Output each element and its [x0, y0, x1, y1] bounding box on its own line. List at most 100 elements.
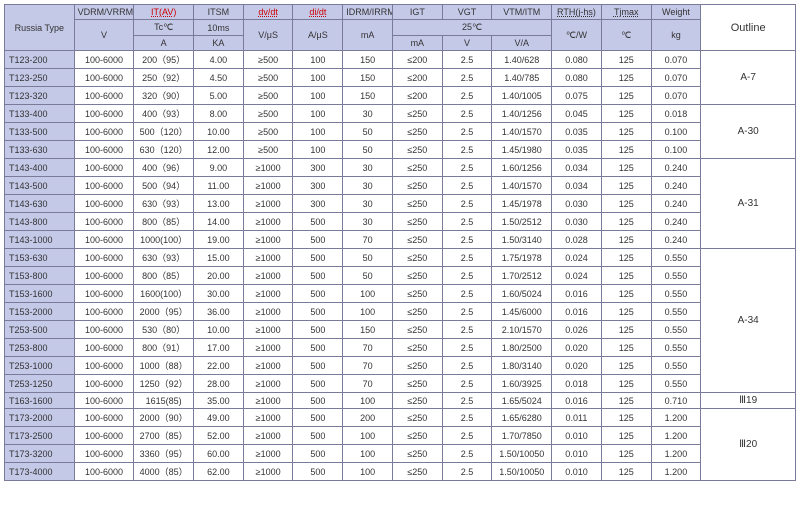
cell-vtm: 1.45/1978 — [492, 195, 552, 213]
hdr-it: IT(AV) — [134, 5, 194, 20]
cell-vtm: 2.10/1570 — [492, 321, 552, 339]
cell-wt: 0.710 — [651, 393, 701, 409]
cell-igt: ≤250 — [392, 357, 442, 375]
cell-tj: 125 — [601, 69, 651, 87]
cell-wt: 0.070 — [651, 51, 701, 69]
cell-tj: 125 — [601, 321, 651, 339]
cell-di: 300 — [293, 195, 343, 213]
cell-wt: 0.550 — [651, 375, 701, 393]
cell-vtm: 1.45/1980 — [492, 141, 552, 159]
cell-v: 100-6000 — [74, 177, 134, 195]
cell-di: 500 — [293, 463, 343, 481]
cell-idrm: 30 — [343, 105, 393, 123]
cell-idrm: 30 — [343, 159, 393, 177]
cell-type: T133-630 — [5, 141, 75, 159]
cell-vgt: 2.5 — [442, 445, 492, 463]
cell-it: 1615(85) — [134, 393, 194, 409]
cell-type: T253-800 — [5, 339, 75, 357]
cell-di: 100 — [293, 123, 343, 141]
cell-di: 100 — [293, 141, 343, 159]
cell-v: 100-6000 — [74, 339, 134, 357]
cell-wt: 0.550 — [651, 357, 701, 375]
cell-wt: 0.100 — [651, 141, 701, 159]
cell-dv: ≥1000 — [243, 321, 293, 339]
cell-vtm: 1.50/3140 — [492, 231, 552, 249]
cell-itsm: 60.00 — [194, 445, 244, 463]
cell-type: T143-500 — [5, 177, 75, 195]
cell-di: 500 — [293, 285, 343, 303]
cell-tj: 125 — [601, 393, 651, 409]
outline-cell: Ⅲ20 — [701, 409, 796, 481]
cell-wt: 0.240 — [651, 213, 701, 231]
table-row: T173-2500100-60002700（85）52.00≥100050010… — [5, 427, 796, 445]
cell-vtm: 1.40/1570 — [492, 177, 552, 195]
cell-vtm: 1.45/6000 — [492, 303, 552, 321]
cell-it: 1000(100） — [134, 231, 194, 249]
cell-di: 500 — [293, 267, 343, 285]
cell-v: 100-6000 — [74, 445, 134, 463]
cell-v: 100-6000 — [74, 231, 134, 249]
cell-v: 100-6000 — [74, 69, 134, 87]
cell-dv: ≥1000 — [243, 285, 293, 303]
cell-idrm: 100 — [343, 445, 393, 463]
cell-itsm: 14.00 — [194, 213, 244, 231]
cell-it: 400（93） — [134, 105, 194, 123]
cell-itsm: 15.00 — [194, 249, 244, 267]
cell-di: 500 — [293, 357, 343, 375]
hdr-vtm: VTM/ITM — [492, 5, 552, 20]
cell-wt: 0.550 — [651, 285, 701, 303]
cell-rth: 0.018 — [552, 375, 602, 393]
cell-tj: 125 — [601, 231, 651, 249]
cell-type: T253-1250 — [5, 375, 75, 393]
cell-vtm: 1.60/1256 — [492, 159, 552, 177]
cell-vtm: 1.60/3925 — [492, 375, 552, 393]
cell-tj: 125 — [601, 339, 651, 357]
cell-vgt: 2.5 — [442, 231, 492, 249]
outline-cell: Ⅲ19 — [701, 393, 796, 409]
cell-rth: 0.010 — [552, 445, 602, 463]
hdr-vtm-unit: V/A — [492, 36, 552, 51]
cell-dv: ≥1000 — [243, 375, 293, 393]
hdr-rth-unit: ℃/W — [552, 20, 602, 51]
cell-di: 300 — [293, 177, 343, 195]
cell-type: T253-1000 — [5, 357, 75, 375]
cell-wt: 1.200 — [651, 409, 701, 427]
cell-tj: 125 — [601, 159, 651, 177]
cell-igt: ≤250 — [392, 303, 442, 321]
cell-itsm: 49.00 — [194, 409, 244, 427]
cell-v: 100-6000 — [74, 141, 134, 159]
cell-itsm: 52.00 — [194, 427, 244, 445]
cell-igt: ≤250 — [392, 445, 442, 463]
cell-type: T123-200 — [5, 51, 75, 69]
cell-di: 500 — [293, 393, 343, 409]
cell-vgt: 2.5 — [442, 159, 492, 177]
outline-cell: A-7 — [701, 51, 796, 105]
cell-tj: 125 — [601, 51, 651, 69]
table-row: T153-800100-6000800（85）20.00≥100050050≤2… — [5, 267, 796, 285]
cell-igt: ≤250 — [392, 393, 442, 409]
table-row: T153-2000100-60002000（95）36.00≥100050010… — [5, 303, 796, 321]
cell-vtm: 1.80/3140 — [492, 357, 552, 375]
cell-tj: 125 — [601, 285, 651, 303]
cell-rth: 0.080 — [552, 69, 602, 87]
cell-vtm: 1.60/5024 — [492, 285, 552, 303]
cell-vgt: 2.5 — [442, 427, 492, 445]
cell-vtm: 1.40/785 — [492, 69, 552, 87]
cell-di: 100 — [293, 69, 343, 87]
cell-vtm: 1.65/5024 — [492, 393, 552, 409]
cell-type: T123-320 — [5, 87, 75, 105]
cell-rth: 0.034 — [552, 159, 602, 177]
cell-it: 800（85） — [134, 267, 194, 285]
cell-itsm: 9.00 — [194, 159, 244, 177]
cell-tj: 125 — [601, 303, 651, 321]
cell-vgt: 2.5 — [442, 393, 492, 409]
cell-vgt: 2.5 — [442, 87, 492, 105]
cell-tj: 125 — [601, 87, 651, 105]
cell-type: T173-2000 — [5, 409, 75, 427]
table-row: T173-4000100-60004000（85）62.00≥100050010… — [5, 463, 796, 481]
cell-v: 100-6000 — [74, 249, 134, 267]
cell-v: 100-6000 — [74, 393, 134, 409]
table-body: T123-200100-6000200（95）4.00≥500100150≤20… — [5, 51, 796, 481]
cell-idrm: 70 — [343, 357, 393, 375]
cell-rth: 0.034 — [552, 177, 602, 195]
